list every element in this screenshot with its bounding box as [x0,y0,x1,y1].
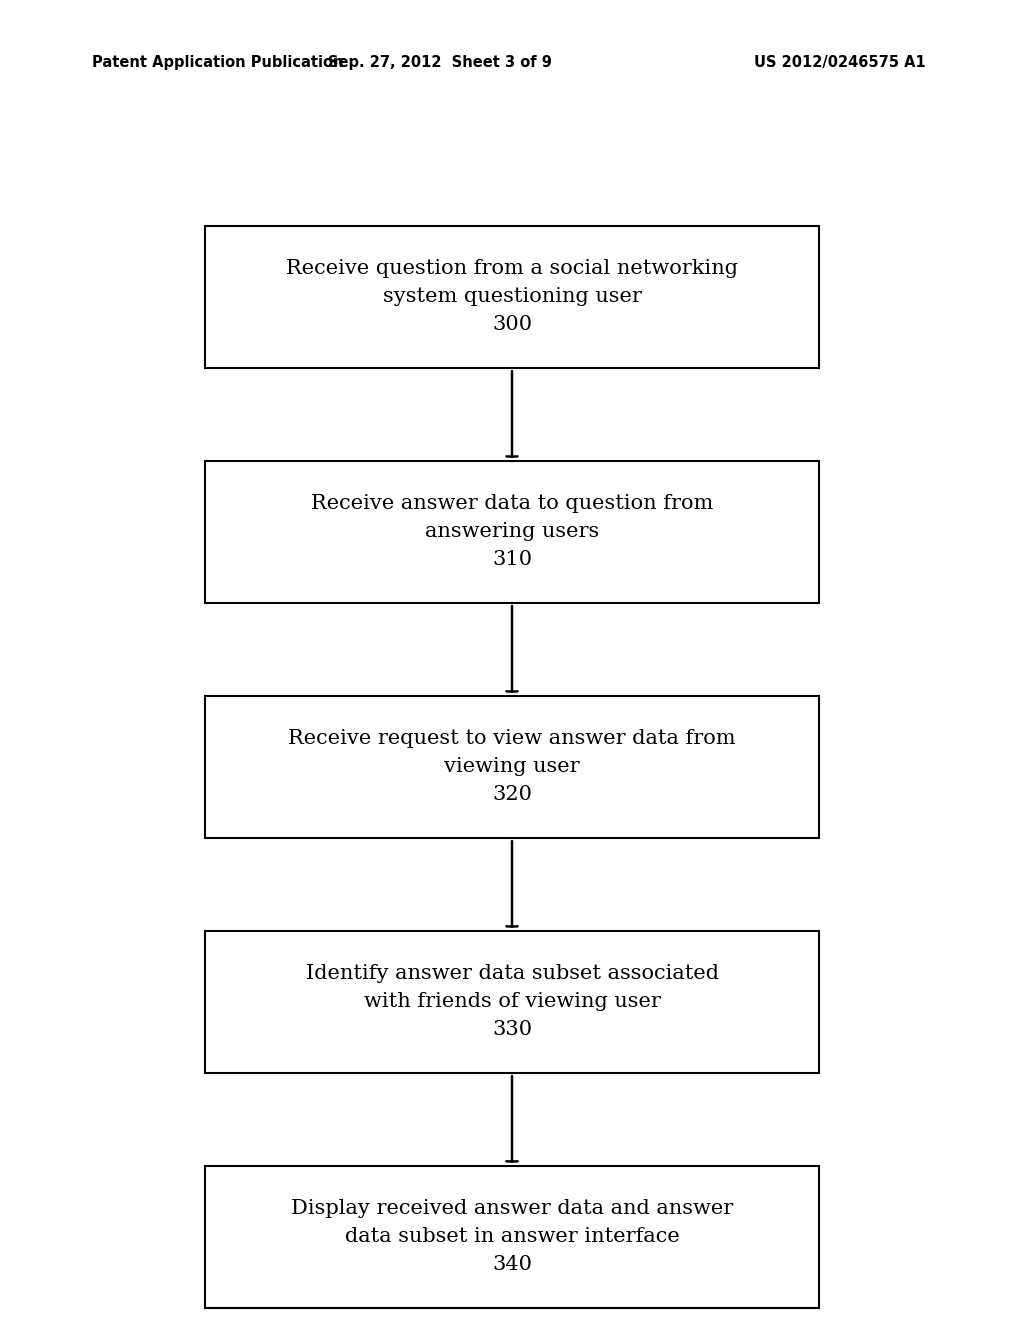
FancyBboxPatch shape [205,226,819,368]
FancyBboxPatch shape [205,696,819,838]
FancyBboxPatch shape [205,461,819,603]
Text: Patent Application Publication: Patent Application Publication [92,54,344,70]
Text: Display received answer data and answer
data subset in answer interface
340: Display received answer data and answer … [291,1200,733,1274]
Text: Sep. 27, 2012  Sheet 3 of 9: Sep. 27, 2012 Sheet 3 of 9 [329,54,552,70]
FancyBboxPatch shape [205,931,819,1073]
Text: Receive question from a social networking
system questioning user
300: Receive question from a social networkin… [286,260,738,334]
Text: US 2012/0246575 A1: US 2012/0246575 A1 [754,54,926,70]
Text: Receive request to view answer data from
viewing user
320: Receive request to view answer data from… [288,730,736,804]
Text: Receive answer data to question from
answering users
310: Receive answer data to question from ans… [311,495,713,569]
Text: Identify answer data subset associated
with friends of viewing user
330: Identify answer data subset associated w… [305,965,719,1039]
FancyBboxPatch shape [205,1166,819,1308]
